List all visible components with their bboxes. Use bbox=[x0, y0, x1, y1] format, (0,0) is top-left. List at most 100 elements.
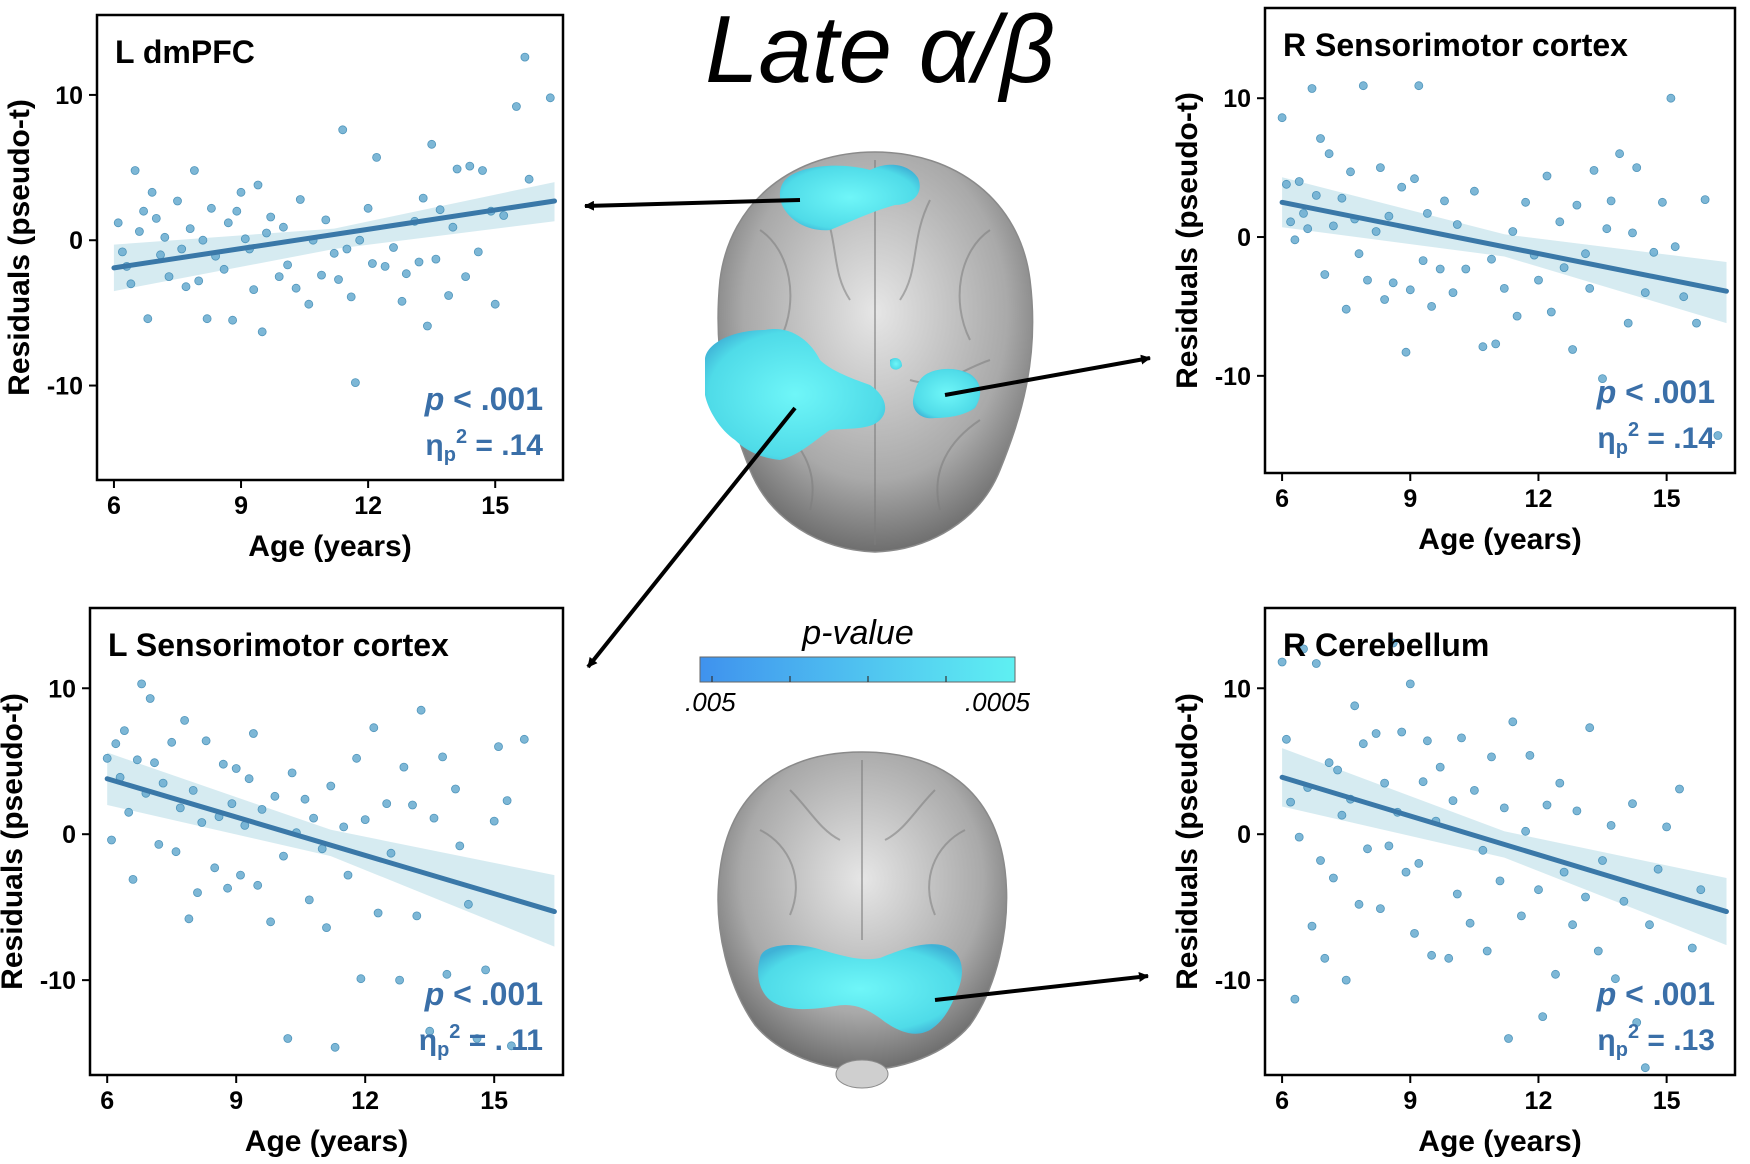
figure-title: Late α/β bbox=[705, 0, 1055, 103]
data-point bbox=[1376, 904, 1385, 913]
data-point bbox=[253, 180, 263, 190]
data-point bbox=[1487, 752, 1496, 762]
data-point bbox=[1662, 822, 1671, 832]
data-point bbox=[1593, 946, 1603, 956]
data-point bbox=[1555, 778, 1565, 788]
data-point bbox=[1649, 247, 1659, 257]
data-point bbox=[1448, 796, 1458, 805]
x-tick-label: 6 bbox=[100, 1087, 114, 1115]
data-point bbox=[1401, 867, 1411, 877]
data-point bbox=[156, 250, 165, 260]
data-point bbox=[189, 166, 199, 175]
data-point bbox=[1401, 347, 1411, 357]
data-point bbox=[1585, 723, 1595, 733]
data-point bbox=[228, 315, 238, 325]
x-tick-label: 9 bbox=[1403, 1087, 1417, 1115]
data-point bbox=[499, 211, 509, 220]
data-point bbox=[1320, 953, 1330, 963]
data-point bbox=[1286, 797, 1295, 807]
data-point bbox=[444, 291, 454, 300]
data-point bbox=[397, 296, 407, 306]
data-point bbox=[1628, 799, 1637, 808]
y-tick-label: 0 bbox=[69, 227, 83, 255]
data-point bbox=[367, 259, 377, 268]
data-point bbox=[1299, 208, 1308, 218]
brain-cluster-dmpfc bbox=[779, 164, 920, 231]
data-point bbox=[1713, 431, 1723, 440]
data-point bbox=[326, 781, 336, 791]
data-point bbox=[1435, 762, 1445, 772]
x-tick-label: 9 bbox=[234, 492, 248, 520]
data-point bbox=[132, 755, 142, 765]
arrows bbox=[584, 198, 1151, 1002]
regression-line bbox=[104, 776, 557, 915]
data-point bbox=[1470, 186, 1479, 196]
data-point bbox=[1376, 163, 1385, 173]
data-point bbox=[1363, 275, 1372, 285]
data-point bbox=[194, 276, 204, 286]
data-point bbox=[1350, 701, 1360, 711]
data-point bbox=[1452, 220, 1462, 229]
effect-size-annotation: ηp2 = . 11 bbox=[419, 1021, 543, 1061]
regression-line bbox=[111, 198, 558, 271]
data-point bbox=[1645, 920, 1654, 930]
p-value-annotation: p < .001 bbox=[1596, 976, 1715, 1012]
data-point bbox=[1307, 921, 1317, 931]
data-point bbox=[389, 243, 398, 252]
data-point bbox=[1320, 270, 1330, 279]
data-point bbox=[1534, 275, 1543, 285]
data-point bbox=[1615, 149, 1624, 159]
data-point bbox=[1542, 800, 1552, 810]
data-point bbox=[206, 203, 216, 213]
data-point bbox=[329, 248, 339, 258]
data-point bbox=[1410, 174, 1419, 184]
data-point bbox=[1346, 167, 1355, 177]
data-point bbox=[164, 272, 174, 282]
data-point bbox=[1658, 197, 1667, 207]
data-point bbox=[372, 152, 382, 162]
colorbar-gradient bbox=[699, 656, 1016, 683]
data-point bbox=[1316, 134, 1325, 143]
data-point bbox=[1329, 873, 1338, 883]
data-point bbox=[1628, 228, 1637, 238]
data-point bbox=[270, 791, 280, 801]
data-point bbox=[171, 847, 181, 857]
data-point bbox=[1457, 733, 1466, 743]
data-point bbox=[1499, 803, 1509, 813]
effect-size-annotation: ηp2 = .14 bbox=[425, 426, 543, 466]
data-point bbox=[1341, 304, 1351, 314]
panel-title: R Sensorimotor cortex bbox=[1283, 27, 1628, 63]
data-point bbox=[193, 888, 202, 897]
data-point bbox=[173, 196, 182, 206]
data-point bbox=[236, 187, 246, 197]
x-tick-label: 6 bbox=[1275, 485, 1289, 513]
data-points bbox=[102, 679, 529, 1052]
x-tick-label: 6 bbox=[107, 492, 121, 520]
arrow-to-l-sensorimotor bbox=[586, 406, 797, 669]
x-tick-label: 12 bbox=[354, 492, 382, 520]
data-point bbox=[1602, 224, 1612, 234]
chart-panel-l-sensorimotor: L Sensorimotor cortex 6 9 12 15 10 0 -10 Age (ye… bbox=[0, 606, 565, 1158]
data-point bbox=[330, 1042, 340, 1052]
data-point bbox=[1538, 1012, 1548, 1021]
data-point bbox=[231, 764, 241, 773]
x-axis-label: Age (years) bbox=[245, 1125, 408, 1158]
chart-panel-r-cerebellum: R Cerebellum 6 9 12 15 10 0 -10 Age (years) Resid… bbox=[1171, 606, 1737, 1158]
data-point bbox=[363, 203, 373, 213]
data-point bbox=[1341, 975, 1351, 985]
x-tick-label: 15 bbox=[1653, 1087, 1681, 1115]
data-point bbox=[283, 1034, 293, 1043]
data-point bbox=[139, 206, 149, 216]
data-point bbox=[317, 270, 326, 280]
data-point bbox=[1559, 263, 1569, 273]
data-point bbox=[373, 908, 383, 918]
data-point bbox=[1311, 190, 1321, 200]
data-point bbox=[300, 794, 310, 804]
data-point bbox=[223, 883, 233, 893]
data-point bbox=[452, 164, 462, 174]
data-point bbox=[1482, 946, 1492, 956]
data-point bbox=[1333, 765, 1342, 775]
p-value-annotation: p < .001 bbox=[1596, 374, 1715, 410]
data-point bbox=[429, 813, 439, 823]
